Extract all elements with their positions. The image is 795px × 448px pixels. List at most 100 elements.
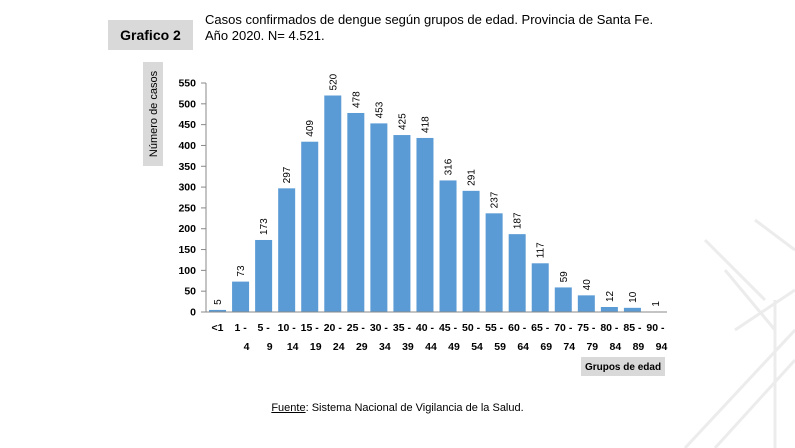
bar	[623, 307, 641, 312]
bar-value-label: 409	[305, 120, 316, 137]
x-tick-label: 60 -	[508, 322, 527, 334]
bar	[600, 307, 618, 312]
bar	[577, 295, 595, 312]
x-tick-label: 75 -	[577, 322, 596, 334]
bar-value-label: 10	[628, 291, 639, 303]
x-tick-label: 29	[356, 341, 368, 353]
bar-value-label: 297	[282, 166, 293, 183]
x-axis-label-box: Grupos de edad	[581, 357, 665, 376]
source-text: : Sistema Nacional de Vigilancia de la S…	[305, 402, 524, 414]
y-tick-label: 200	[178, 223, 196, 235]
y-tick-label: 400	[178, 140, 196, 152]
chart-title-line1: Casos confirmados de dengue según grupos…	[205, 12, 654, 27]
bar-value-label: 316	[444, 158, 455, 175]
bar-value-label: 418	[420, 116, 431, 133]
bar-value-label: 425	[397, 113, 408, 130]
bar-value-label: 173	[259, 218, 270, 235]
x-tick-label: 25 -	[347, 322, 366, 334]
x-tick-label: 59	[494, 341, 506, 353]
x-tick-label: 45 -	[439, 322, 458, 334]
bar	[232, 281, 250, 312]
y-axis: 0 50 100 150 200 250 300 350 400 450 500 550	[178, 78, 207, 319]
x-tick-label: 69	[540, 341, 552, 353]
x-tick-label: 35 -	[393, 322, 412, 334]
bars: 5 73 173 297 409 520 478 453 425 418 316 291 237 187 1…	[209, 73, 664, 313]
x-axis-label: Grupos de edad	[585, 362, 661, 373]
x-tick-label: 84	[610, 341, 622, 353]
x-tick-label: 89	[633, 341, 645, 353]
x-tick-label: 19	[310, 341, 322, 353]
x-tick-label: 54	[471, 341, 483, 353]
bar	[255, 239, 273, 312]
bar-value-label: 59	[559, 271, 570, 283]
source-label: Fuente	[271, 402, 306, 414]
bar	[508, 234, 526, 312]
x-tick-label: <1	[212, 322, 224, 334]
x-tick-label: 49	[448, 341, 460, 353]
x-tick-label: 79	[586, 341, 598, 353]
x-tick-label: 74	[563, 341, 575, 353]
x-tick-label: 30 -	[370, 322, 389, 334]
y-axis-label: Número de casos	[148, 70, 160, 157]
bar	[370, 123, 388, 313]
x-tick-label: 5 -	[257, 322, 270, 334]
x-tick-label: 85 -	[623, 322, 642, 334]
bar	[324, 95, 342, 312]
x-tick-label: 15 -	[301, 322, 320, 334]
bar-value-label: 453	[374, 101, 385, 118]
bar-value-label: 5	[213, 299, 224, 305]
y-tick-label: 100	[178, 265, 196, 277]
bar	[393, 135, 411, 312]
x-tick-label: 1 -	[234, 322, 247, 334]
y-tick-label: 550	[178, 78, 196, 90]
y-tick-label: 300	[178, 182, 196, 194]
bar	[462, 190, 480, 312]
bar	[554, 287, 572, 312]
x-tick-label: 10 -	[278, 322, 297, 334]
x-tick-label: 55 -	[485, 322, 504, 334]
y-axis-label-box: Número de casos	[143, 62, 163, 166]
bar	[531, 263, 549, 312]
x-tick-label: 90 -	[646, 322, 665, 334]
y-tick-label: 250	[178, 202, 196, 214]
chart-title-line2: Año 2020. N= 4.521.	[205, 28, 325, 43]
x-tick-label: 94	[656, 341, 668, 353]
figure-label: Grafico 2	[108, 20, 193, 50]
bar-value-label: 12	[605, 290, 616, 302]
bar	[485, 213, 503, 312]
x-tick-label: 24	[333, 341, 345, 353]
y-tick-label: 150	[178, 244, 196, 256]
x-tick-label: 4	[244, 341, 250, 353]
bar-value-label: 291	[467, 169, 478, 186]
bar	[347, 112, 365, 312]
y-tick-label: 0	[190, 307, 196, 319]
y-tick-label: 450	[178, 119, 196, 131]
x-tick-label: 9	[267, 341, 273, 353]
source-note: Fuente: Sistema Nacional de Vigilancia d…	[0, 402, 795, 414]
bar-value-label: 520	[328, 73, 339, 90]
bar-value-label: 478	[351, 91, 362, 108]
y-tick-label: 500	[178, 98, 196, 110]
x-tick-label: 65 -	[531, 322, 550, 334]
x-tick-label: 20 -	[324, 322, 343, 334]
x-tick-label: 44	[425, 341, 437, 353]
x-tick-label: 14	[287, 341, 299, 353]
bar	[209, 309, 227, 312]
bar	[416, 137, 434, 312]
bar-value-label: 73	[236, 265, 247, 277]
y-tick-label: 50	[184, 286, 196, 298]
x-tick-label: 80 -	[600, 322, 619, 334]
x-tick-label: 64	[517, 341, 529, 353]
bar-value-label: 1	[651, 301, 662, 307]
bar	[301, 141, 319, 312]
x-tick-label: 39	[402, 341, 414, 353]
chart-title: Casos confirmados de dengue según grupos…	[205, 12, 725, 44]
bar-value-label: 40	[582, 279, 593, 291]
y-tick-label: 350	[178, 161, 196, 173]
bar-value-label: 117	[536, 242, 547, 258]
bar	[278, 188, 296, 312]
x-tick-label: 70 -	[554, 322, 573, 334]
x-tick-label: 50 -	[462, 322, 481, 334]
bar-value-label: 237	[490, 191, 501, 208]
